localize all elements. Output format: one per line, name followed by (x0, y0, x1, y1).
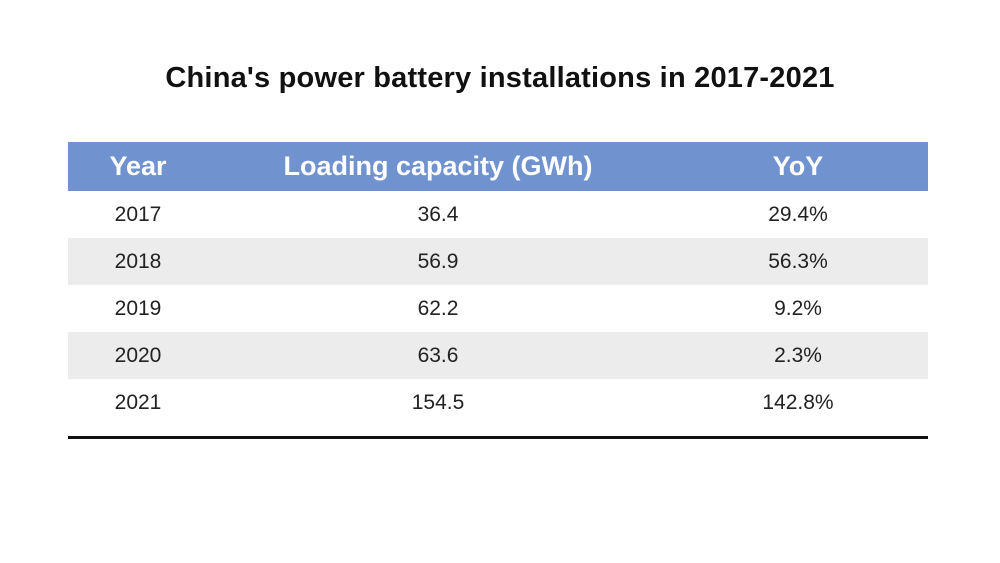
table-row: 2021 154.5 142.8% (68, 379, 928, 426)
yoy-cell: 9.2% (774, 296, 822, 320)
table-row: 2018 56.9 56.3% (68, 238, 928, 285)
yoy-cell: 56.3% (768, 249, 828, 273)
capacity-cell: 56.9 (417, 249, 459, 273)
yoy-cell: 29.4% (768, 202, 828, 226)
year-cell: 2020 (114, 343, 162, 367)
table-bottom-rule (68, 436, 928, 439)
capacity-cell: 36.4 (417, 202, 459, 226)
table-row: 2017 36.4 29.4% (68, 191, 928, 238)
table-header-row: Year Loading capacity (GWh) YoY (68, 142, 928, 191)
chart-title: China's power battery installations in 2… (165, 62, 835, 94)
year-cell: 2017 (114, 202, 162, 226)
year-cell: 2018 (114, 249, 162, 273)
header-loading-capacity: Loading capacity (GWh) (283, 151, 593, 181)
header-yoy: YoY (772, 151, 824, 181)
capacity-cell: 62.2 (417, 296, 459, 320)
header-year: Year (109, 151, 167, 181)
yoy-cell: 142.8% (762, 390, 834, 414)
data-table: Year Loading capacity (GWh) YoY 2017 36.… (68, 142, 928, 426)
yoy-cell: 2.3% (774, 343, 822, 367)
table-row: 2020 63.6 2.3% (68, 332, 928, 379)
capacity-cell: 63.6 (417, 343, 459, 367)
table-row: 2019 62.2 9.2% (68, 285, 928, 332)
year-cell: 2019 (114, 296, 162, 320)
year-cell: 2021 (114, 390, 162, 414)
capacity-cell: 154.5 (411, 390, 465, 414)
